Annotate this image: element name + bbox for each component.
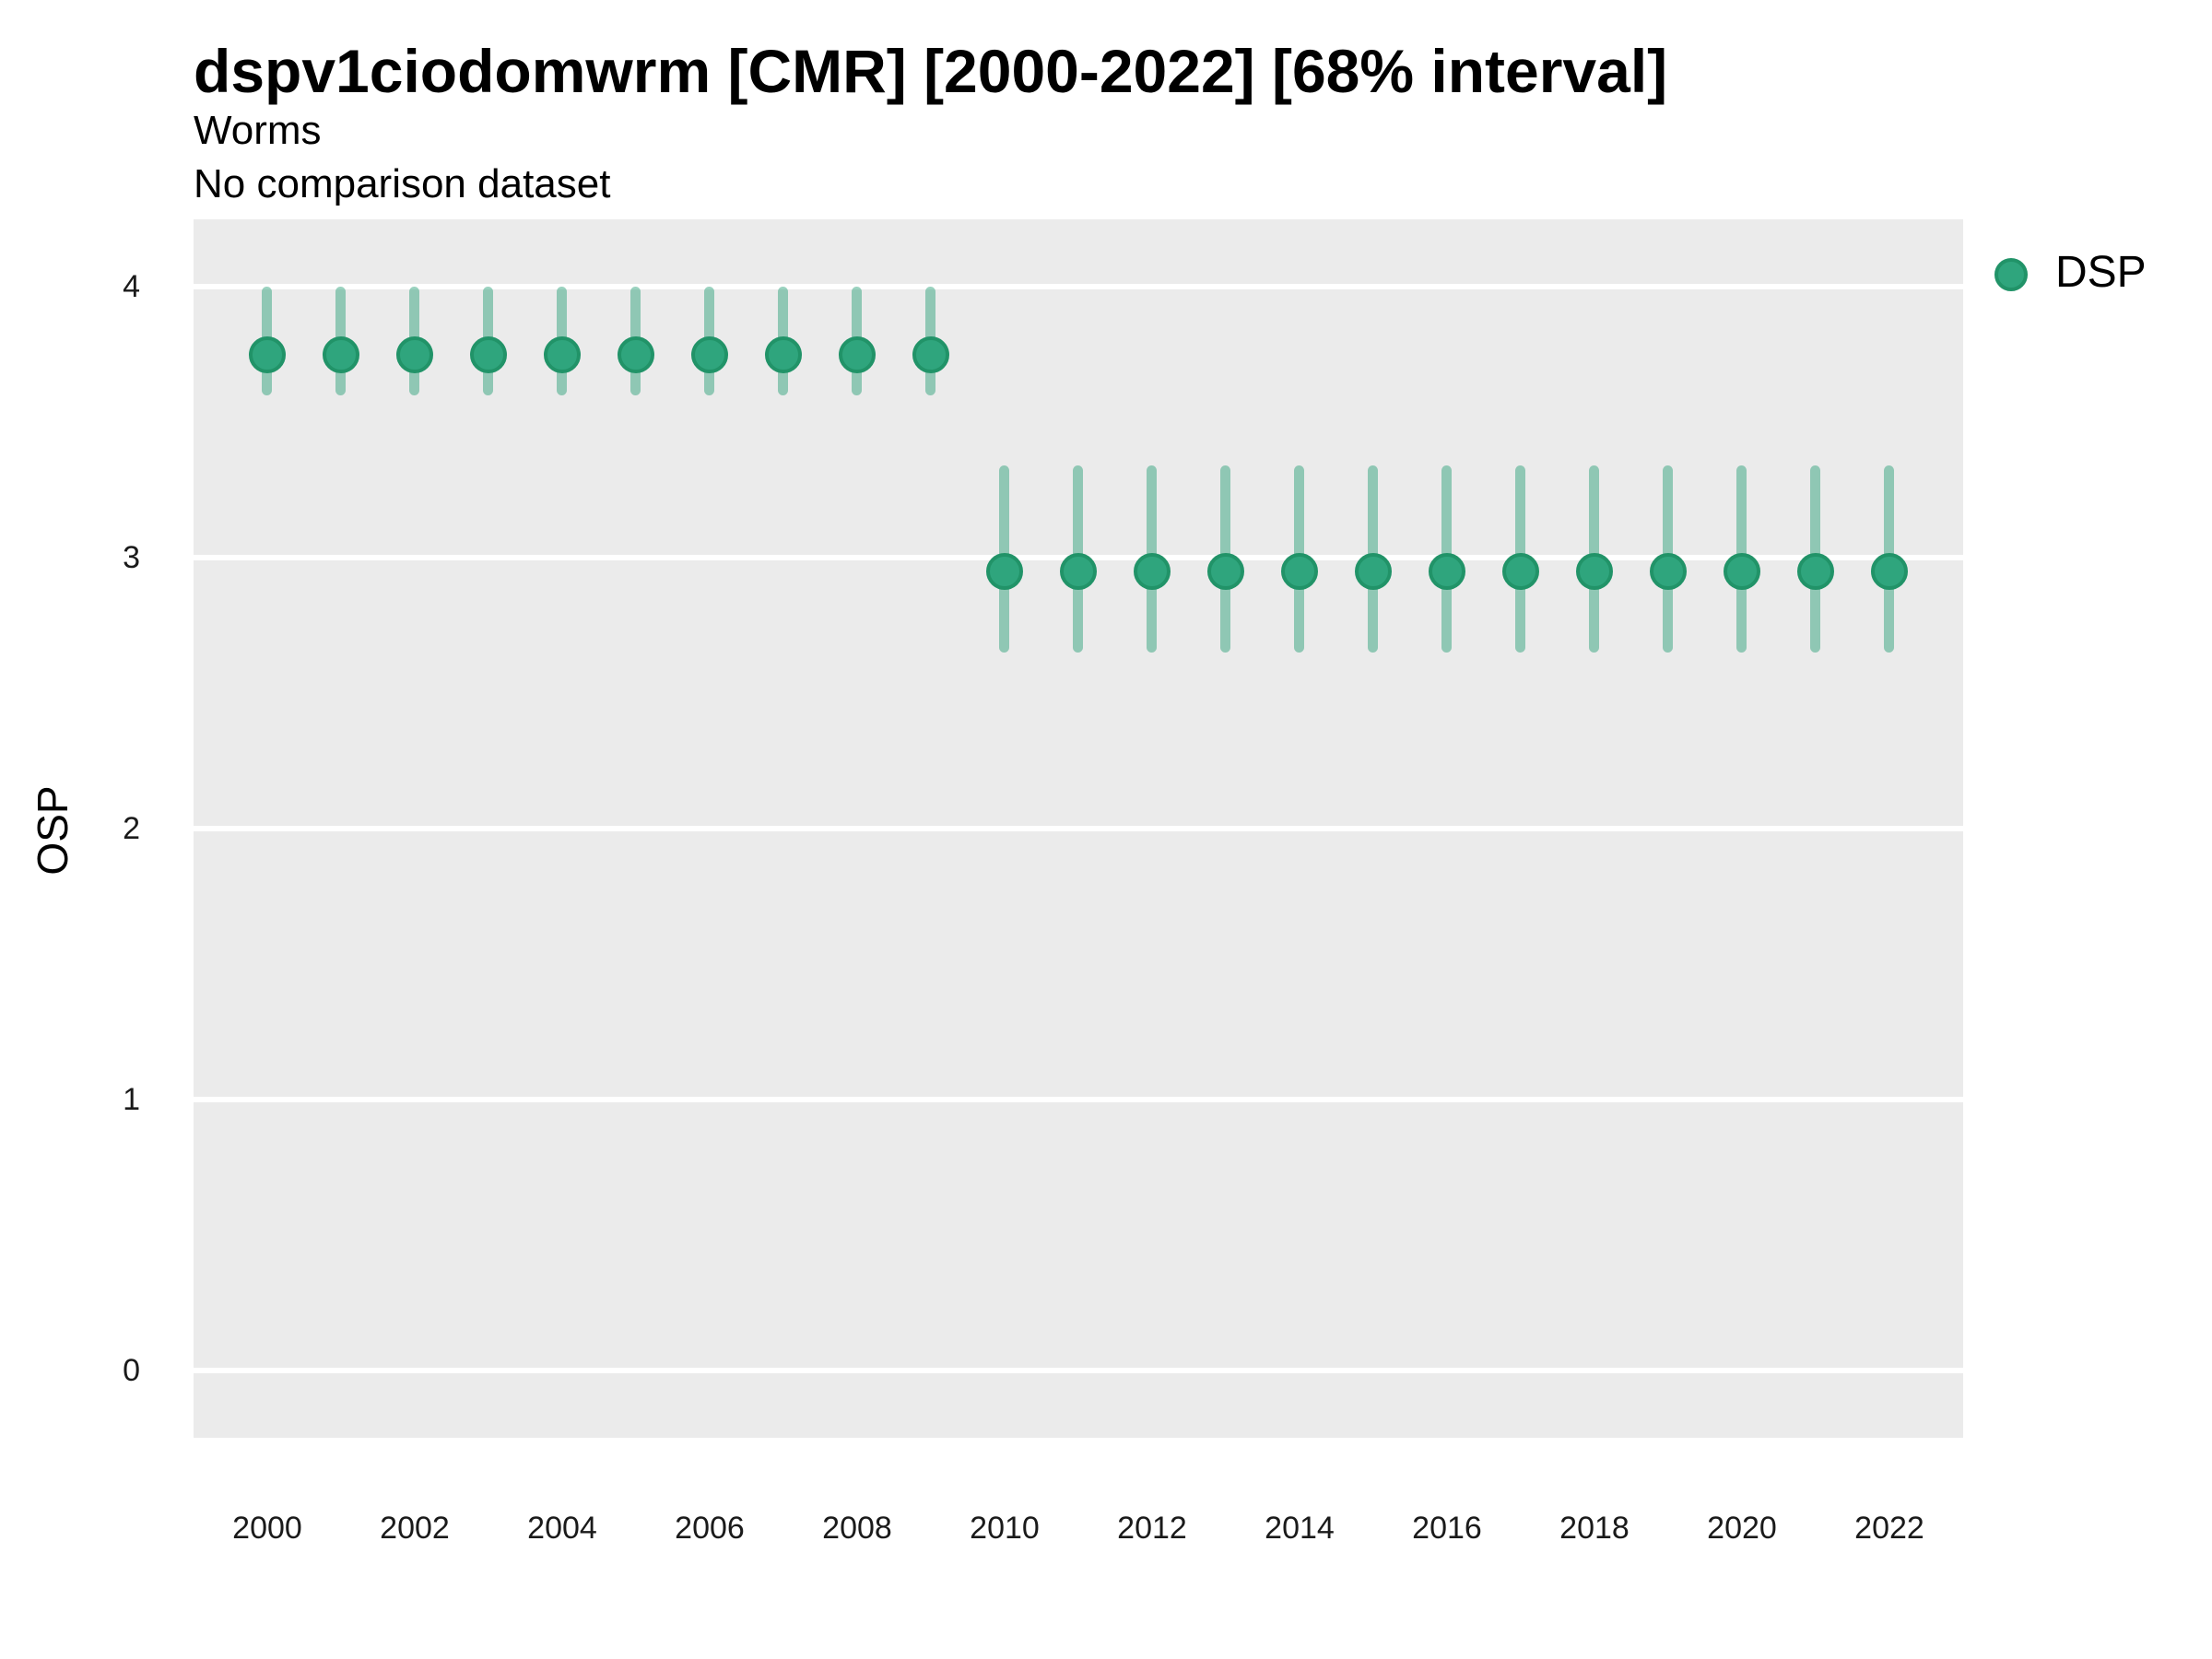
data-point-2000 — [249, 335, 286, 373]
data-point-2013 — [1207, 552, 1244, 590]
data-point-2012 — [1134, 552, 1171, 590]
chart-title: dspv1ciodomwrm [CMR] [2000-2022] [68% in… — [194, 37, 1668, 105]
x-tick-label-2008: 2008 — [822, 1511, 892, 1546]
y-tick-label-0: 0 — [123, 1352, 140, 1388]
data-point-2003 — [470, 335, 507, 373]
legend-label-dsp: DSP — [2055, 248, 2147, 297]
data-point-2011 — [1060, 552, 1097, 590]
x-tick-label-2010: 2010 — [970, 1511, 1040, 1546]
x-tick-label-2002: 2002 — [380, 1511, 450, 1546]
data-point-2008 — [839, 335, 876, 373]
gridline-y-2 — [194, 826, 1963, 831]
data-point-2015 — [1355, 552, 1392, 590]
data-point-2014 — [1281, 552, 1318, 590]
data-point-2022 — [1871, 552, 1908, 590]
chart-subtitle: Worms — [194, 108, 322, 153]
gridline-y-4 — [194, 284, 1963, 290]
y-tick-label-2: 2 — [123, 811, 140, 846]
x-tick-label-2012: 2012 — [1117, 1511, 1187, 1546]
plot-panel — [194, 219, 1963, 1438]
legend-circle-icon — [1994, 258, 2028, 291]
data-point-2021 — [1797, 552, 1834, 590]
comparison-note: No comparison dataset — [194, 161, 611, 206]
data-point-2001 — [323, 335, 359, 373]
x-tick-label-2018: 2018 — [1559, 1511, 1630, 1546]
x-tick-label-2006: 2006 — [675, 1511, 745, 1546]
data-point-2006 — [691, 335, 728, 373]
data-point-2004 — [544, 335, 581, 373]
data-point-2018 — [1576, 552, 1613, 590]
data-point-2019 — [1650, 552, 1687, 590]
data-point-2007 — [765, 335, 802, 373]
y-tick-label-4: 4 — [123, 269, 140, 305]
data-point-2002 — [396, 335, 433, 373]
x-tick-label-2004: 2004 — [527, 1511, 597, 1546]
x-tick-label-2022: 2022 — [1854, 1511, 1924, 1546]
data-point-2009 — [912, 335, 949, 373]
x-tick-label-2000: 2000 — [232, 1511, 302, 1546]
gridline-y-0 — [194, 1367, 1963, 1373]
y-tick-label-3: 3 — [123, 540, 140, 576]
data-point-2020 — [1724, 552, 1760, 590]
x-tick-label-2020: 2020 — [1707, 1511, 1777, 1546]
data-point-2005 — [618, 335, 654, 373]
y-tick-label-1: 1 — [123, 1081, 140, 1117]
x-tick-label-2016: 2016 — [1412, 1511, 1482, 1546]
x-tick-label-2014: 2014 — [1265, 1511, 1335, 1546]
gridline-y-1 — [194, 1096, 1963, 1102]
data-point-2017 — [1502, 552, 1539, 590]
legend: DSP — [1982, 241, 2203, 308]
data-point-2016 — [1429, 552, 1465, 590]
data-point-2010 — [986, 552, 1023, 590]
